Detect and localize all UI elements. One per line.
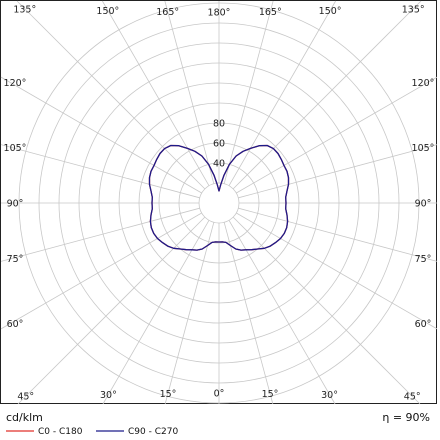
- grid-spoke: [232, 0, 422, 190]
- angle-tick-label: 105°: [412, 143, 435, 154]
- angle-tick-label: 90°: [7, 199, 24, 210]
- series-curves: [148, 144, 290, 251]
- angle-tick-label: 45°: [404, 392, 421, 403]
- angle-tick-label: 180°: [208, 8, 231, 19]
- angle-tick-label: 15°: [160, 389, 177, 400]
- grid-spoke: [223, 0, 274, 184]
- angle-tick-label: 15°: [262, 389, 279, 400]
- efficiency-label: η = 90%: [382, 411, 430, 424]
- legend-label-c90-c270: C90 - C270: [128, 427, 178, 437]
- angle-tick-label: 150°: [96, 6, 119, 17]
- grid-spoke: [0, 144, 200, 199]
- grid-spoke: [228, 220, 336, 405]
- angle-tick-label: 75°: [7, 254, 24, 265]
- grid-spoke: [238, 144, 438, 199]
- angle-tick-label: 30°: [321, 390, 338, 401]
- ring-value-label: 60: [213, 139, 225, 150]
- axis-labels: 0° 15° 15° 30° 30° 45° 45° 60° 60° 75° 75° 90° 90° 10…: [4, 5, 435, 403]
- grid-spoke: [102, 220, 210, 405]
- plot-frame: [0, 0, 437, 404]
- grid-spoke: [0, 212, 202, 330]
- angle-tick-label: 60°: [415, 319, 432, 330]
- angle-tick-label: 105°: [4, 143, 27, 154]
- angle-tick-label: 165°: [156, 7, 179, 18]
- angle-tick-label: 165°: [259, 7, 282, 18]
- grid-spoke: [228, 0, 336, 186]
- grid-spoke: [236, 212, 438, 330]
- legend: C0 - C180 C90 - C270: [6, 427, 178, 437]
- grid-spoke: [0, 207, 200, 262]
- angle-tick-label: 150°: [319, 6, 342, 17]
- grid-spoke: [0, 76, 202, 194]
- grid-spoke: [223, 222, 274, 405]
- grid-spoke: [164, 0, 215, 184]
- angle-tick-label: 90°: [415, 199, 432, 210]
- legend-label-c0-c180: C0 - C180: [38, 427, 83, 437]
- grid-spoke: [164, 222, 215, 405]
- angle-tick-label: 120°: [412, 78, 435, 89]
- series-curve-c90-c270: [148, 144, 290, 251]
- angle-tick-label: 45°: [17, 392, 34, 403]
- angle-tick-label: 60°: [7, 319, 24, 330]
- ring-value-label: 40: [213, 159, 225, 170]
- grid-spoke: [238, 207, 438, 262]
- angle-tick-label: 135°: [402, 5, 425, 16]
- angle-tick-label: 75°: [415, 254, 432, 265]
- ring-value-label: 80: [213, 119, 225, 130]
- unit-label: cd/klm: [6, 411, 43, 424]
- angle-tick-label: 30°: [100, 390, 117, 401]
- grid-spoke: [102, 0, 210, 186]
- angle-tick-label: 135°: [13, 5, 36, 16]
- angle-tick-label: 0°: [214, 389, 225, 400]
- grid-spoke: [236, 76, 438, 194]
- polar-grid: [0, 0, 438, 405]
- grid-spoke: [16, 0, 206, 190]
- angle-tick-label: 120°: [4, 78, 27, 89]
